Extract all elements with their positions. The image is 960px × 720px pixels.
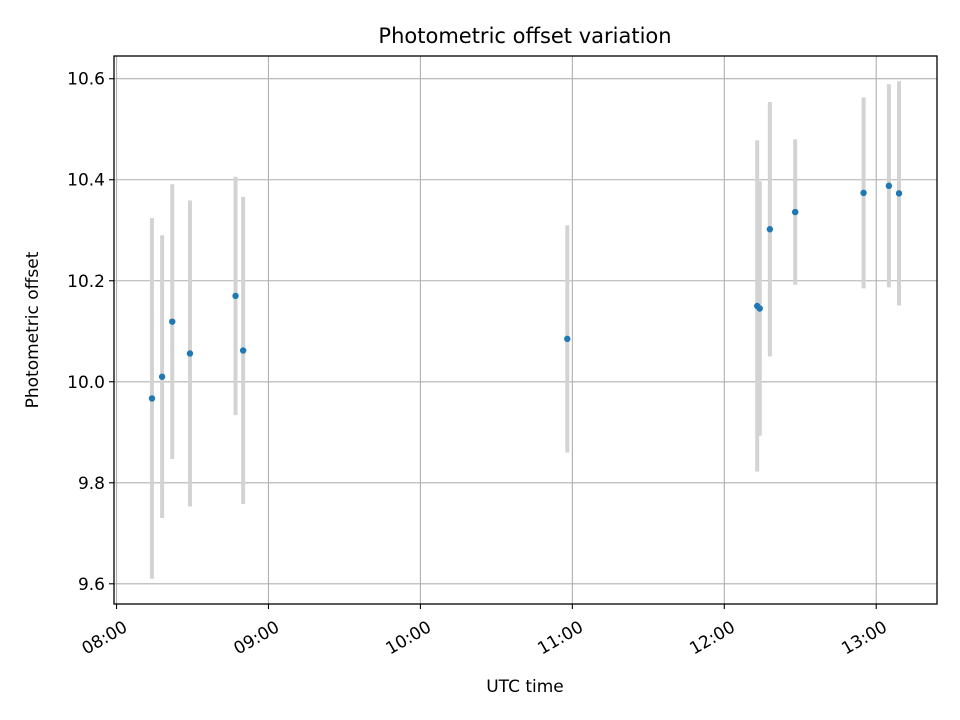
y-tick-label: 10.2 [67, 272, 105, 292]
data-point [239, 347, 247, 354]
x-tick-label: 08:00 [79, 617, 131, 659]
data-point [766, 226, 774, 233]
data-point [232, 292, 239, 300]
x-axis-label: UTC time [486, 677, 564, 697]
data-point [169, 318, 176, 325]
data-point [895, 190, 903, 197]
plot-frame [113, 55, 938, 605]
chart-title: Photometric offset variation [378, 24, 671, 48]
x-tick-label: 13:00 [838, 617, 890, 659]
x-tick-label: 09:00 [231, 617, 283, 659]
y-axis-ticks: 9.6 9.8 10.0 10.2 10.4 10.6 [67, 70, 114, 595]
data-point [791, 208, 799, 216]
data-point [860, 189, 867, 197]
data-point [756, 305, 763, 312]
data-point [186, 350, 194, 357]
x-tick-label: 11:00 [534, 617, 586, 659]
y-axis-label: Photometric offset [23, 251, 43, 408]
x-tick-label: 10:00 [382, 617, 434, 659]
data-points [148, 182, 903, 402]
data-point [158, 373, 166, 380]
grid [114, 56, 937, 604]
data-point [148, 395, 156, 402]
x-tick-label: 12:00 [686, 617, 738, 659]
errorbars [149, 81, 902, 579]
y-tick-label: 10.6 [67, 70, 105, 90]
y-tick-label: 10.0 [67, 373, 105, 393]
y-tick-label: 10.4 [67, 171, 105, 191]
x-axis-ticks: 08:00 09:00 10:00 11:00 12:00 13:00 [79, 604, 891, 659]
y-tick-label: 9.6 [78, 575, 105, 595]
data-point [564, 335, 571, 343]
data-point [885, 182, 893, 190]
y-tick-label: 9.8 [78, 474, 105, 494]
